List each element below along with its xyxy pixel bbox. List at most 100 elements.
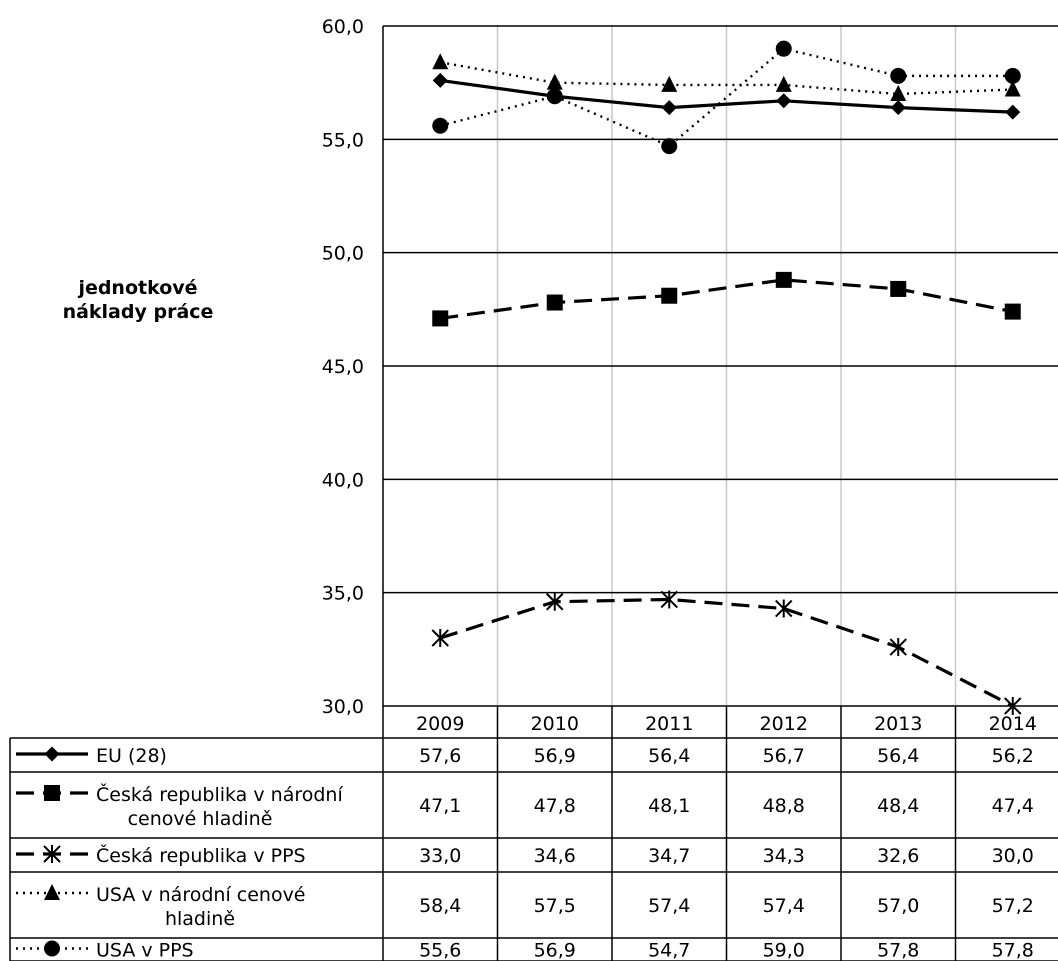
y-tick-label: 55,0 bbox=[322, 129, 364, 151]
data-label: 56,4 bbox=[648, 745, 690, 767]
triangle-marker bbox=[1004, 80, 1021, 97]
data-label: 47,1 bbox=[419, 795, 461, 817]
data-label: 30,0 bbox=[992, 845, 1034, 867]
data-label: 34,7 bbox=[648, 845, 690, 867]
circle-marker bbox=[44, 940, 60, 957]
circle-marker bbox=[890, 67, 907, 84]
data-label: 56,2 bbox=[992, 745, 1034, 767]
series-2 bbox=[432, 271, 1021, 327]
legend-label: Česká republika v PPS bbox=[96, 843, 306, 867]
x-tick-label: 2014 bbox=[989, 713, 1037, 735]
x-tick-label: 2009 bbox=[416, 713, 464, 735]
series-line bbox=[440, 278, 1014, 320]
data-label: 57,4 bbox=[648, 895, 690, 917]
legend-label: hladině bbox=[165, 908, 235, 930]
series-line bbox=[439, 47, 1013, 148]
y-axis-title-line-1: jednotkové bbox=[78, 277, 198, 299]
series-4 bbox=[432, 53, 1021, 101]
legend-key-2 bbox=[16, 785, 88, 801]
data-label: 57,6 bbox=[419, 745, 461, 767]
data-label: 57,0 bbox=[877, 895, 919, 917]
diamond-marker bbox=[432, 72, 448, 88]
star-marker bbox=[43, 845, 61, 863]
series-line bbox=[440, 78, 1013, 114]
legend-key-3 bbox=[16, 845, 88, 863]
y-tick-label: 50,0 bbox=[322, 243, 364, 265]
diamond-marker bbox=[1005, 104, 1021, 120]
star-marker bbox=[1004, 697, 1022, 715]
data-label: 48,4 bbox=[877, 795, 919, 817]
circle-marker bbox=[1004, 67, 1021, 84]
star-marker bbox=[660, 590, 678, 609]
data-label: 48,1 bbox=[648, 795, 690, 817]
star-marker bbox=[431, 629, 449, 647]
square-marker bbox=[661, 287, 678, 304]
star-marker bbox=[775, 599, 793, 618]
data-label: 32,6 bbox=[877, 845, 919, 867]
y-tick-label: 35,0 bbox=[322, 583, 364, 605]
data-label: 56,7 bbox=[763, 745, 805, 767]
data-label: 56,9 bbox=[534, 940, 576, 961]
y-tick-label: 60,0 bbox=[322, 16, 364, 38]
circle-marker bbox=[775, 40, 792, 57]
triangle-marker bbox=[890, 85, 907, 101]
data-label: 57,5 bbox=[534, 895, 576, 917]
data-label: 58,4 bbox=[419, 895, 461, 917]
data-label: 57,4 bbox=[763, 895, 805, 917]
data-label: 57,8 bbox=[992, 940, 1034, 961]
legend-label: Česká republika v národní bbox=[96, 782, 343, 806]
x-tick-label: 2012 bbox=[760, 713, 808, 735]
legend-key-5 bbox=[16, 940, 88, 957]
data-label: 56,4 bbox=[877, 745, 919, 767]
diamond-marker bbox=[776, 93, 792, 109]
y-tick-label: 45,0 bbox=[322, 356, 364, 378]
circle-marker bbox=[661, 138, 678, 155]
diamond-marker bbox=[661, 100, 677, 116]
legend-key-1 bbox=[16, 746, 88, 762]
data-label: 54,7 bbox=[648, 940, 690, 961]
data-label: 34,3 bbox=[763, 845, 805, 867]
data-label: 33,0 bbox=[419, 845, 461, 867]
legend-label: cenové hladině bbox=[128, 808, 273, 830]
circle-marker bbox=[546, 88, 563, 105]
data-label: 56,9 bbox=[534, 745, 576, 767]
square-marker bbox=[432, 310, 449, 327]
series-5 bbox=[432, 40, 1021, 155]
legend-key-4 bbox=[16, 884, 88, 900]
data-label: 57,2 bbox=[992, 895, 1034, 917]
series-line bbox=[440, 61, 1013, 96]
data-label: 47,8 bbox=[534, 795, 576, 817]
x-tick-label: 2013 bbox=[874, 713, 922, 735]
diamond-marker bbox=[44, 746, 60, 762]
square-marker bbox=[775, 271, 792, 288]
star-marker bbox=[546, 592, 564, 611]
diamond-marker bbox=[890, 100, 906, 116]
square-marker bbox=[44, 785, 60, 801]
y-tick-label: 40,0 bbox=[322, 469, 364, 491]
data-label: 34,6 bbox=[534, 845, 576, 867]
legend-label: EU (28) bbox=[96, 745, 167, 767]
triangle-marker bbox=[44, 884, 60, 900]
data-label: 48,8 bbox=[763, 795, 805, 817]
y-axis-title-line-2: náklady práce bbox=[62, 301, 214, 323]
star-marker bbox=[889, 638, 907, 657]
legend-label: USA v PPS bbox=[96, 940, 194, 961]
data-table: 2009 2010 2011 2012 2013 2014 EU (28) 57,6 56,9 5… bbox=[9, 706, 1058, 961]
triangle-marker bbox=[432, 53, 449, 70]
square-marker bbox=[1004, 303, 1021, 320]
x-tick-label: 2010 bbox=[531, 713, 579, 735]
data-label: 47,4 bbox=[992, 795, 1034, 817]
series-3 bbox=[431, 590, 1022, 715]
square-marker bbox=[890, 280, 907, 297]
triangle-marker bbox=[546, 73, 563, 90]
series-line bbox=[439, 597, 1014, 708]
x-tick-label: 2011 bbox=[645, 713, 693, 735]
circle-marker bbox=[432, 117, 449, 134]
data-label: 59,0 bbox=[763, 940, 805, 961]
square-marker bbox=[546, 294, 563, 311]
data-label: 57,8 bbox=[877, 940, 919, 961]
data-label: 55,6 bbox=[419, 940, 461, 961]
y-tick-label: 30,0 bbox=[322, 696, 364, 718]
y-axis-title: jednotkové náklady práce bbox=[18, 276, 258, 324]
